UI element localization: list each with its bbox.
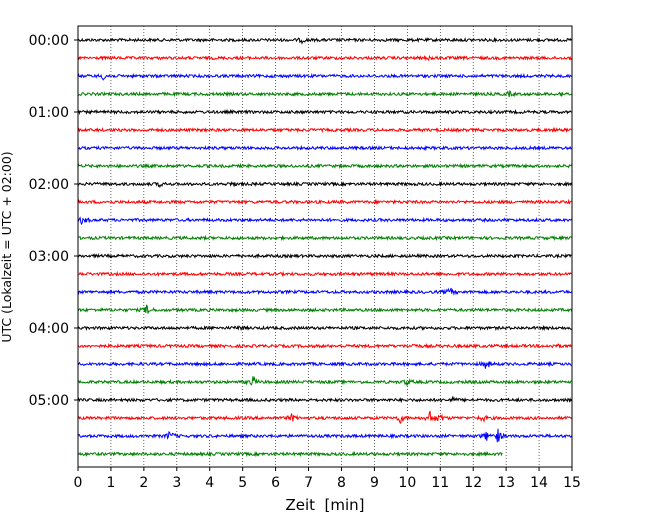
trace-0545 bbox=[77, 450, 503, 458]
trace-0130 bbox=[77, 144, 572, 152]
trace-0030 bbox=[77, 72, 572, 81]
trace-0015 bbox=[77, 54, 572, 62]
x-tick-label-8: 8 bbox=[337, 475, 346, 491]
y-tick-label-00:00: 00:00 bbox=[29, 33, 69, 49]
x-tick-label-12: 12 bbox=[464, 475, 482, 491]
trace-0300 bbox=[77, 252, 572, 260]
x-tick-label-14: 14 bbox=[530, 475, 548, 491]
trace-0400 bbox=[77, 324, 572, 332]
x-tick-label-4: 4 bbox=[205, 475, 214, 491]
y-axis-ticks: 00:00 01:00 02:00 03:00 04:00 05:00 bbox=[29, 33, 78, 409]
y-tick-label-02:00: 02:00 bbox=[29, 177, 69, 193]
x-tick-label-15: 15 bbox=[563, 475, 581, 491]
plot-frame bbox=[77, 25, 573, 468]
x-tick-label-9: 9 bbox=[370, 475, 379, 491]
y-tick-label-04:00: 04:00 bbox=[29, 321, 69, 337]
trace-0515 bbox=[77, 410, 572, 424]
y-tick-label-01:00: 01:00 bbox=[29, 105, 69, 121]
x-tick-label-3: 3 bbox=[172, 475, 181, 491]
x-tick-label-6: 6 bbox=[271, 475, 280, 491]
y-axis-label: UTC (Lokalzeit = UTC + 02:00) bbox=[0, 151, 14, 342]
x-tick-label-2: 2 bbox=[139, 475, 148, 491]
trace-0445 bbox=[77, 376, 572, 387]
x-tick-label-7: 7 bbox=[304, 475, 313, 491]
x-tick-label-13: 13 bbox=[497, 475, 515, 491]
trace-0245 bbox=[77, 234, 572, 242]
trace-0230 bbox=[77, 216, 572, 226]
x-tick-label-10: 10 bbox=[398, 475, 416, 491]
trace-0530 bbox=[77, 428, 572, 443]
y-tick-label-03:00: 03:00 bbox=[29, 249, 69, 265]
y-tick-label-05:00: 05:00 bbox=[29, 393, 69, 409]
x-tick-label-1: 1 bbox=[106, 475, 115, 491]
x-axis-ticks: 0 1 2 3 4 5 6 7 8 9 10 11 12 13 14 15 bbox=[74, 467, 581, 491]
trace-0415 bbox=[77, 342, 572, 350]
x-tick-label-0: 0 bbox=[74, 475, 83, 491]
trace-0500 bbox=[77, 395, 572, 404]
trace-0345 bbox=[77, 304, 572, 314]
trace-0200 bbox=[77, 180, 572, 189]
trace-0330 bbox=[77, 287, 572, 296]
x-tick-label-5: 5 bbox=[238, 475, 247, 491]
trace-0115 bbox=[77, 126, 572, 134]
trace-0315 bbox=[77, 270, 572, 278]
trace-0045 bbox=[77, 89, 572, 98]
trace-group bbox=[77, 36, 572, 458]
trace-0000 bbox=[77, 36, 572, 45]
trace-0215 bbox=[77, 198, 572, 206]
x-axis-label: Zeit [min] bbox=[285, 496, 364, 514]
trace-0100 bbox=[77, 108, 572, 116]
x-tick-label-11: 11 bbox=[431, 475, 449, 491]
trace-0430 bbox=[77, 360, 572, 369]
trace-0145 bbox=[77, 162, 572, 170]
